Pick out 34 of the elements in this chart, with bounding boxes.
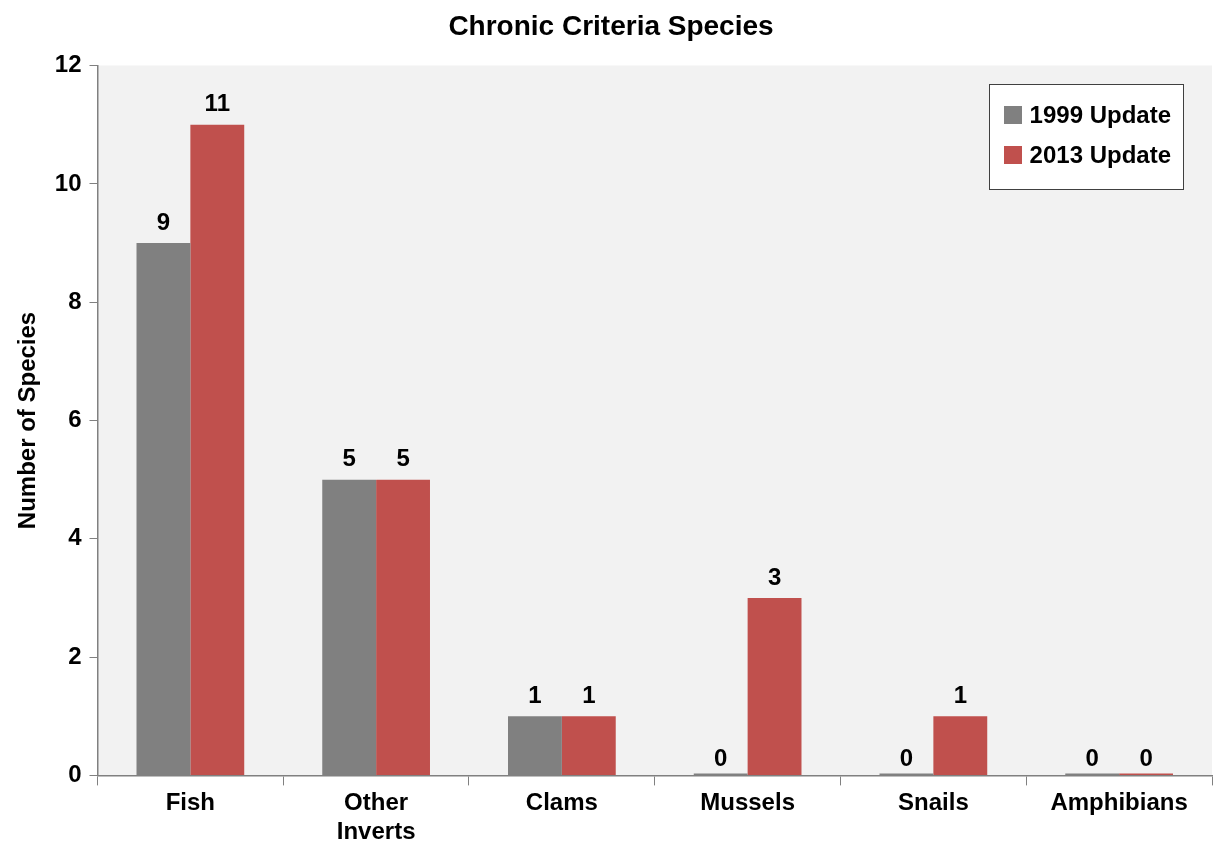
- bar: [747, 597, 802, 775]
- x-tick-label: Amphibians: [1050, 788, 1188, 816]
- x-tick-label: Snails: [898, 788, 969, 816]
- y-tick-label: 2: [68, 641, 82, 669]
- chart-title: Chronic Criteria Species: [448, 9, 774, 41]
- bar: [561, 716, 616, 775]
- y-tick-label: 10: [54, 168, 82, 196]
- y-tick-label: 4: [68, 523, 83, 551]
- data-label: 1: [528, 680, 542, 708]
- data-label: 11: [204, 89, 230, 117]
- x-tick-label: Clams: [525, 788, 598, 816]
- x-tick-label: Fish: [165, 788, 216, 816]
- y-tick-label: 12: [54, 50, 82, 78]
- data-label: 5: [396, 444, 410, 472]
- data-label: 0: [714, 744, 728, 772]
- y-tick-label: 8: [68, 286, 82, 314]
- data-label: 0: [1085, 744, 1099, 772]
- legend-label: 1999 Update: [1029, 100, 1171, 129]
- bar: [190, 124, 245, 775]
- data-label: 5: [342, 444, 356, 472]
- bar: [376, 479, 430, 775]
- data-label: 9: [156, 207, 171, 235]
- data-label: 1: [582, 680, 596, 708]
- y-tick-label: 6: [68, 405, 82, 433]
- bar: [933, 716, 988, 775]
- data-label: 3: [767, 562, 782, 590]
- legend-label: 2013 Update: [1029, 140, 1171, 169]
- x-tick-label: Mussels: [700, 788, 795, 816]
- y-tick-label: 0: [68, 760, 82, 788]
- data-label: 1: [953, 680, 967, 708]
- data-label: 0: [1139, 744, 1153, 772]
- y-axis-title: Number of Species: [13, 311, 41, 530]
- data-label: 0: [899, 744, 914, 772]
- x-tick-label: Other Inverts: [336, 788, 416, 845]
